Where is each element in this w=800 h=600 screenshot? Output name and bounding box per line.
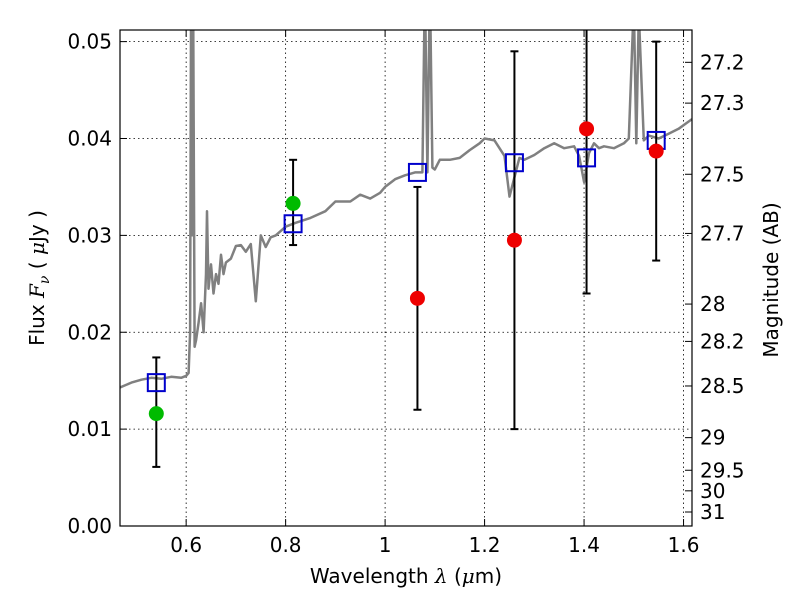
mag-tick-label: 29 <box>700 426 725 450</box>
mag-tick-label: 31 <box>700 500 725 524</box>
observed-flux-point <box>648 143 664 159</box>
x-tick-label: 1 <box>379 533 392 557</box>
observed-flux-point <box>579 121 595 137</box>
model-photometry-marker <box>146 373 166 393</box>
x-axis-title: Wavelength λ (μm) <box>310 564 502 588</box>
observed-flux-point <box>285 195 301 211</box>
x-tick-label: 0.6 <box>170 533 202 557</box>
model-photometry-marker <box>504 153 524 173</box>
y-tick-label: 0.04 <box>67 127 112 151</box>
y-tick-label: 0.03 <box>67 223 112 247</box>
mag-tick-label: 27.7 <box>700 221 745 245</box>
observed-flux-point <box>409 290 425 306</box>
model-photometry-marker <box>577 148 597 168</box>
x-tick-label: 0.8 <box>270 533 302 557</box>
y-tick-label: 0.02 <box>67 320 112 344</box>
x-tick-label: 1.6 <box>668 533 700 557</box>
mag-tick-label: 28.5 <box>700 374 745 398</box>
model-photometry-marker <box>283 214 303 234</box>
y-tick-label: 0.05 <box>67 30 112 54</box>
plot-frame <box>119 29 693 527</box>
axis-ticks: 0.6 0.8 1 1.2 1.4 1.6 0.00 0.01 0.02 0.03 0.04 0.05… <box>67 30 744 557</box>
mag-tick-label: 28.2 <box>700 329 745 353</box>
mag-tick-label: 27.5 <box>700 162 745 186</box>
x-tick-label: 1.4 <box>568 533 600 557</box>
plot-area <box>120 30 692 468</box>
y-tick-label: 0.00 <box>67 514 112 538</box>
model-spectrum-line <box>120 30 692 389</box>
y-axis-title: Flux Fν ( μJy ) <box>25 210 53 346</box>
mag-tick-label: 30 <box>700 479 725 503</box>
model-photometry-marker <box>407 162 427 182</box>
x-tick-label: 1.2 <box>469 533 501 557</box>
mag-tick-label: 27.2 <box>700 50 745 74</box>
observed-flux-point <box>506 232 522 248</box>
y-tick-label: 0.01 <box>67 417 112 441</box>
mag-tick-label: 29.5 <box>700 458 745 482</box>
y2-axis-title: Magnitude (AB) <box>759 202 783 357</box>
mag-tick-label: 27.3 <box>700 91 745 115</box>
mag-tick-label: 28 <box>700 292 725 316</box>
observed-flux-point <box>148 406 164 422</box>
